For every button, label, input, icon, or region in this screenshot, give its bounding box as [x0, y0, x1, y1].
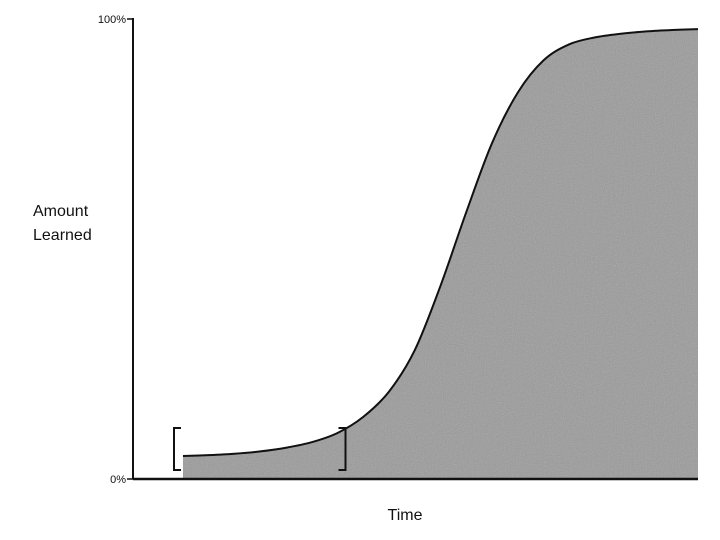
- area-texture: [183, 29, 698, 480]
- y-axis-label-line2: Learned: [33, 227, 92, 244]
- area-layer: [182, 28, 699, 480]
- bracket-right: [338, 427, 347, 471]
- bracket-left: [173, 427, 181, 471]
- series-line: [182, 28, 699, 457]
- x-axis-label: Time: [388, 507, 423, 524]
- y-axis-label-line1: Amount: [33, 203, 89, 220]
- bracket-layer: [173, 427, 347, 471]
- y-tick-label-0: 0%: [110, 474, 126, 486]
- y-tick-label-100: 100%: [98, 14, 126, 26]
